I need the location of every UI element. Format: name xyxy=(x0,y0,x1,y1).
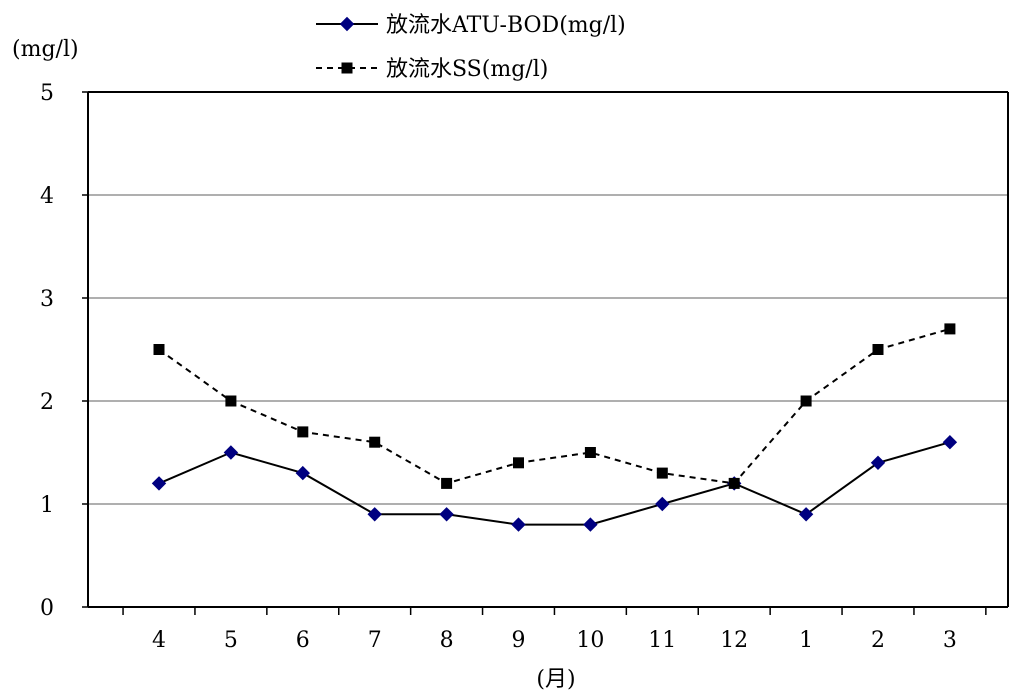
gridlines xyxy=(88,194,1008,505)
x-tick-label: 12 xyxy=(720,628,748,653)
x-tick-label: 11 xyxy=(648,628,676,653)
series-2 xyxy=(153,323,956,489)
x-tick-label: 2 xyxy=(871,628,885,653)
x-tick-label: 7 xyxy=(368,628,382,653)
x-tick-label: 9 xyxy=(512,628,526,653)
x-tick-label: 6 xyxy=(296,628,310,653)
data-point-diamond xyxy=(798,507,814,522)
data-point-diamond xyxy=(439,507,454,522)
data-point-square xyxy=(872,344,884,355)
x-axis-label: (月) xyxy=(536,667,575,692)
y-tick-label: 3 xyxy=(40,287,54,312)
data-point-square xyxy=(369,436,381,448)
legend-item: 放流水SS(mg/l) xyxy=(316,57,548,82)
legend: 放流水ATU-BOD(mg/l) 放流水SS(mg/l) xyxy=(316,13,626,82)
y-tick-label: 0 xyxy=(40,596,54,621)
data-point-square xyxy=(728,477,740,489)
y-tick-label: 4 xyxy=(40,184,54,209)
y-tick-label: 5 xyxy=(40,81,54,106)
series-line xyxy=(158,327,951,485)
data-point-square xyxy=(584,447,596,458)
data-point-diamond xyxy=(223,445,239,460)
y-tick-label: 2 xyxy=(40,390,54,415)
data-point-square xyxy=(656,467,668,479)
series-line xyxy=(158,441,951,526)
data-point-square xyxy=(944,323,956,335)
x-tick-label: 5 xyxy=(224,628,238,653)
data-point-diamond xyxy=(583,517,598,532)
data-point-square xyxy=(225,395,237,407)
x-tick-label: 10 xyxy=(576,628,604,653)
data-point-diamond xyxy=(339,16,355,32)
data-point-square xyxy=(153,344,165,355)
data-point-diamond xyxy=(655,496,670,512)
y-tick-label: 1 xyxy=(40,493,54,518)
data-point-square xyxy=(513,457,524,469)
legend-label: 放流水SS(mg/l) xyxy=(386,57,548,82)
data-point-square xyxy=(341,62,353,74)
x-tick-label: 1 xyxy=(799,628,813,653)
y-axis-label: (mg/l) xyxy=(12,37,79,62)
data-point-diamond xyxy=(367,507,382,522)
series-group xyxy=(151,323,958,532)
data-point-diamond xyxy=(870,455,886,471)
legend-item: 放流水ATU-BOD(mg/l) xyxy=(316,13,626,38)
data-point-square xyxy=(297,426,309,438)
data-point-diamond xyxy=(511,517,526,532)
data-point-square xyxy=(800,395,812,407)
x-tick-label: 8 xyxy=(440,628,454,653)
series-1 xyxy=(151,434,958,532)
data-point-diamond xyxy=(151,476,167,491)
data-point-square xyxy=(441,477,453,489)
legend-label: 放流水ATU-BOD(mg/l) xyxy=(386,13,626,38)
data-point-diamond xyxy=(942,434,958,450)
data-point-diamond xyxy=(295,465,311,481)
x-tick-label: 4 xyxy=(152,628,166,653)
x-tick-label: 3 xyxy=(943,628,957,653)
